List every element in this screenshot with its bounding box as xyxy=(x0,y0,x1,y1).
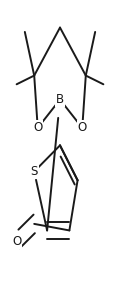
Text: O: O xyxy=(33,122,42,135)
Text: O: O xyxy=(78,122,87,135)
Text: B: B xyxy=(56,93,64,106)
Text: O: O xyxy=(12,235,21,248)
Text: S: S xyxy=(30,165,38,178)
